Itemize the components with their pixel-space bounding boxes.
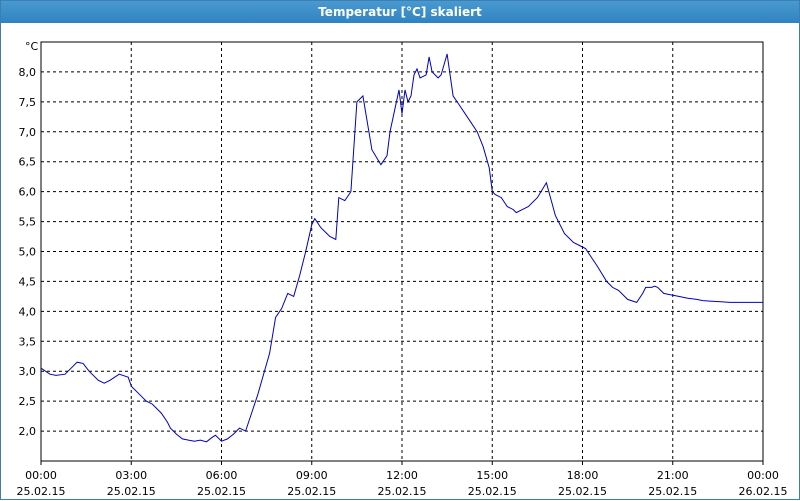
- x-tick-time-label: 21:00: [657, 469, 689, 482]
- y-tick-label: 7,0: [19, 126, 37, 139]
- x-tick-time-label: 03:00: [115, 469, 147, 482]
- x-tick-time-label: 18:00: [567, 469, 599, 482]
- grid: [41, 42, 763, 461]
- x-tick-date-label: 25.02.15: [648, 485, 697, 498]
- x-tick-time-label: 06:00: [206, 469, 238, 482]
- y-tick-label: 2,5: [19, 395, 37, 408]
- x-tick-date-label: 26.02.15: [739, 485, 788, 498]
- x-tick-time-label: 00:00: [25, 469, 57, 482]
- y-tick-label: 4,5: [19, 275, 37, 288]
- y-axis-unit-label: °C: [25, 40, 39, 53]
- x-tick-time-label: 15:00: [476, 469, 508, 482]
- y-axis-ticks: 2,0 2,5 3,0 3,5 4,0 4,5 5,0 5,5 6,0 6,5 7,0 7,5 8,0: [19, 66, 37, 438]
- x-tick-date-label: 25.02.15: [107, 485, 156, 498]
- y-tick-label: 3,5: [19, 335, 37, 348]
- y-tick-label: 4,0: [19, 305, 37, 318]
- y-tick-label: 2,0: [19, 425, 37, 438]
- x-tick-time-label: 12:00: [386, 469, 418, 482]
- x-tick-date-label: 25.02.15: [17, 485, 66, 498]
- x-tick-time-label: 09:00: [296, 469, 328, 482]
- x-tick-date-label: 25.02.15: [197, 485, 246, 498]
- y-tick-label: 6,0: [19, 186, 37, 199]
- x-tick-date-label: 25.02.15: [378, 485, 427, 498]
- y-tick-label: 5,0: [19, 246, 37, 259]
- y-tick-label: 7,5: [19, 96, 37, 109]
- y-tick-label: 5,5: [19, 216, 37, 229]
- x-tick-date-label: 25.02.15: [558, 485, 607, 498]
- y-tick-label: 3,0: [19, 365, 37, 378]
- x-axis-ticks: 00:00 25.02.15 03:00 25.02.15 06:00 25.02.15 0…: [17, 461, 788, 498]
- x-tick-time-label: 00:00: [747, 469, 779, 482]
- y-tick-label: 8,0: [19, 66, 37, 79]
- y-tick-label: 6,5: [19, 156, 37, 169]
- x-tick-date-label: 25.02.15: [287, 485, 336, 498]
- x-tick-date-label: 25.02.15: [468, 485, 517, 498]
